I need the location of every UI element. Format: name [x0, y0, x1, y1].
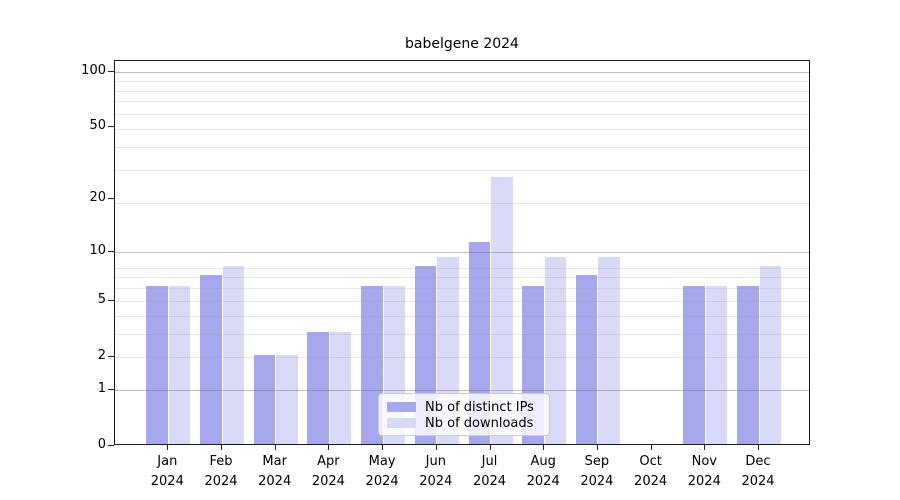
x-tick-mark	[167, 445, 169, 450]
legend-label: Nb of distinct IPs	[425, 399, 534, 415]
bar-downloads-apr	[329, 331, 352, 444]
x-tick-label: May 2024	[365, 454, 399, 489]
x-tick-mark	[596, 445, 598, 450]
legend-swatch	[387, 402, 416, 412]
gridline-minor	[115, 128, 809, 130]
y-tick-mark	[108, 299, 114, 301]
plot-area	[114, 60, 810, 445]
y-tick-label: 1	[97, 380, 106, 396]
x-tick-label: Sep 2024	[580, 454, 614, 489]
x-tick-label: Mar 2024	[258, 454, 292, 489]
gridline-minor	[115, 90, 809, 92]
legend-label: Nb of downloads	[425, 415, 534, 431]
gridline-minor	[115, 300, 809, 302]
bar-ips-jan	[146, 286, 168, 444]
y-tick-mark	[108, 70, 114, 72]
gridline-major	[115, 251, 809, 253]
gridline-minor	[115, 333, 809, 335]
x-tick-label: Jul 2024	[472, 454, 507, 489]
gridline-minor	[115, 203, 809, 204]
gridline-minor	[115, 288, 809, 290]
bar-downloads-jan	[168, 286, 191, 444]
bar-ips-may	[361, 286, 383, 444]
bar-downloads-feb	[222, 265, 244, 444]
bar-ips-apr	[307, 331, 329, 444]
x-tick-label: Jan 2024	[150, 454, 184, 489]
y-tick-mark	[108, 355, 114, 357]
y-tick-mark	[108, 250, 114, 252]
y-tick-label: 2	[97, 347, 106, 363]
legend-swatch	[387, 418, 416, 428]
x-tick-label: Dec 2024	[741, 454, 775, 489]
y-tick-mark	[108, 388, 114, 390]
gridline-minor	[115, 113, 809, 115]
x-tick-label: Feb 2024	[204, 454, 238, 489]
gridline-minor	[115, 315, 809, 317]
gridline-minor	[115, 267, 809, 269]
y-tick-label: 20	[89, 190, 106, 206]
x-tick-mark	[650, 445, 652, 450]
legend-item: Nb of downloads	[387, 415, 541, 431]
gridline-minor	[115, 356, 809, 358]
x-tick-label: Jun 2024	[419, 454, 453, 489]
y-tick-mark	[108, 126, 114, 128]
x-tick-mark	[543, 445, 545, 450]
bar-downloads-dec	[759, 265, 781, 444]
x-tick-mark	[435, 445, 437, 450]
x-tick-mark	[328, 445, 330, 450]
legend: Nb of distinct IPs Nb of downloads	[378, 393, 550, 436]
bar-downloads-sep	[598, 257, 620, 444]
x-tick-label: Aug 2024	[526, 454, 560, 489]
y-tick-mark	[108, 445, 114, 446]
y-tick-label: 0	[97, 437, 106, 452]
x-tick-label: Nov 2024	[687, 454, 721, 489]
bar-ips-sep	[575, 275, 598, 444]
bar-downloads-mar	[276, 354, 298, 444]
bar-ips-dec	[737, 286, 759, 444]
gridline-minor	[115, 170, 809, 172]
y-tick-label: 100	[81, 62, 106, 78]
y-tick-label: 50	[89, 118, 106, 134]
gridline-minor	[115, 146, 809, 148]
x-tick-mark	[382, 445, 384, 450]
gridline-minor	[115, 101, 809, 103]
bar-ips-mar	[253, 354, 276, 444]
bar-downloads-aug	[544, 257, 567, 444]
bar-ips-feb	[200, 275, 222, 444]
gridline-major	[115, 71, 809, 73]
chart-title: babelgene 2024	[405, 36, 519, 52]
x-tick-label: Oct 2024	[634, 454, 668, 489]
x-tick-mark	[704, 445, 706, 450]
gridline-minor	[115, 81, 809, 82]
x-tick-mark	[758, 445, 759, 450]
gridline-major	[115, 389, 809, 391]
y-tick-label: 10	[89, 242, 106, 258]
bar-downloads-nov	[705, 286, 728, 444]
legend-item: Nb of distinct IPs	[387, 399, 541, 415]
bar-ips-nov	[683, 286, 705, 444]
gridline-minor	[115, 277, 809, 279]
x-tick-label: Apr 2024	[311, 454, 345, 489]
y-tick-mark	[108, 198, 114, 200]
x-tick-mark	[221, 445, 222, 450]
bar-downloads-jul	[491, 176, 513, 444]
y-tick-label: 5	[97, 291, 106, 307]
x-tick-mark	[489, 445, 491, 450]
x-tick-mark	[274, 445, 276, 450]
